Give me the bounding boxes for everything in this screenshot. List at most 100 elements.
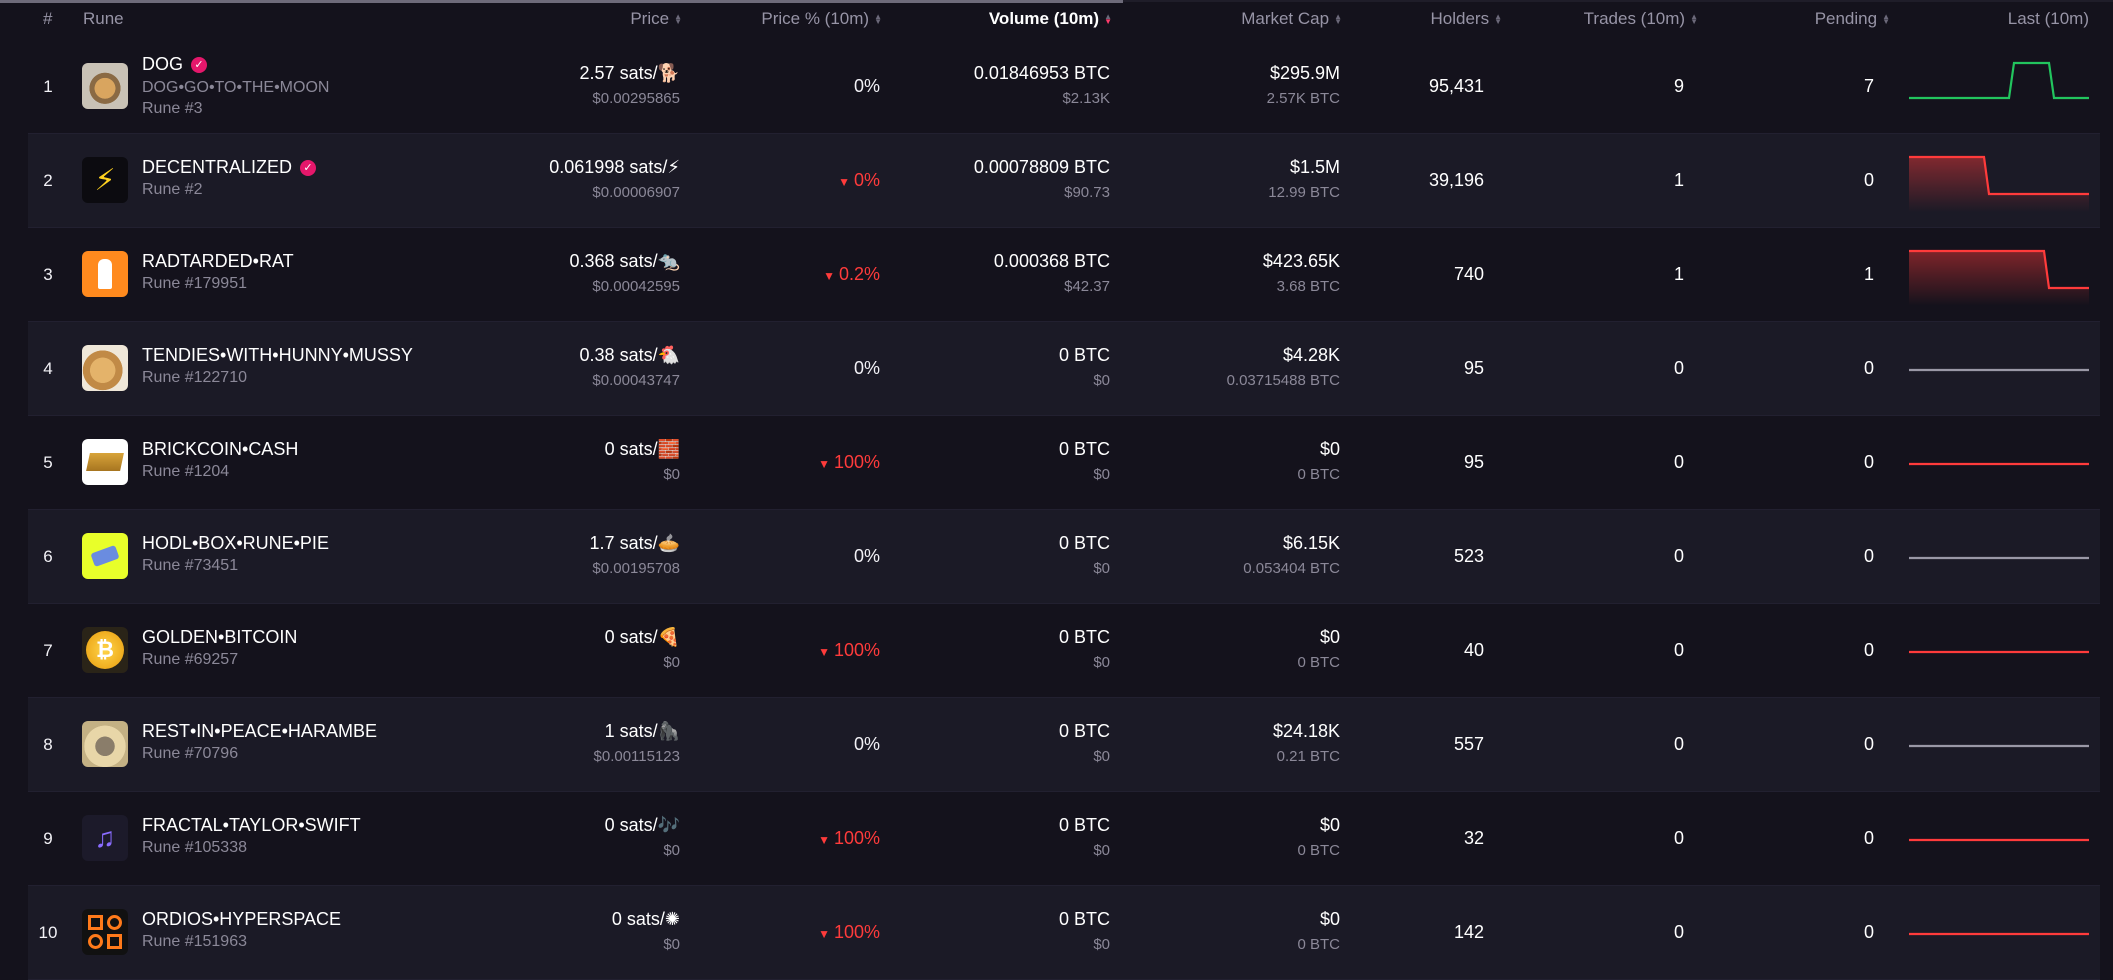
price-sats: 0 sats/🎶 (604, 815, 680, 835)
price-change: 0% (853, 76, 880, 96)
sparkline-chart (1909, 932, 2089, 936)
trades: 1 (1673, 264, 1684, 284)
rune-name[interactable]: DOG (142, 54, 184, 74)
col-trades[interactable]: Trades (10m) ▲ ▼ (1583, 9, 1698, 28)
col-pending[interactable]: Pending ▲ ▼ (1814, 9, 1890, 28)
scroll-track (1123, 0, 2113, 2)
market-cap-cell: $6.15K 0.053404 BTC (1138, 533, 1340, 577)
volume-btc: 0 BTC (1058, 439, 1110, 459)
pie-box-icon (82, 533, 128, 579)
pending: 0 (1863, 640, 1874, 660)
table-row[interactable]: 3 RADTARDED•RAT Rune #179951 0.368 sats/… (28, 228, 2100, 322)
rune-name[interactable]: DECENTRALIZED (142, 157, 293, 177)
trades: 0 (1673, 640, 1684, 660)
pending: 0 (1863, 546, 1874, 566)
table-row[interactable]: 5 BRICKCOIN•CASH Rune #1204 0 sats/🧱 $0 … (28, 416, 2100, 510)
market-cap-btc: 0 BTC (1297, 466, 1340, 483)
volume-cell: 0 BTC $0 (908, 345, 1110, 389)
price-change: ▼ 100% (818, 922, 880, 942)
rune-name[interactable]: TENDIES•WITH•HUNNY•MUSSY (142, 345, 413, 365)
verified-check-icon: ✓ (191, 56, 208, 73)
rune-name[interactable]: ORDIOS•HYPERSPACE (142, 909, 342, 929)
sparkline-chart (1909, 61, 2089, 100)
market-cap-usd: $24.18K (1272, 721, 1340, 741)
price-sats: 0 sats/🧱 (604, 439, 680, 459)
down-triangle-icon: ▼ (818, 457, 830, 471)
market-cap-btc: 12.99 BTC (1268, 184, 1340, 201)
col-holders[interactable]: Holders ▲ ▼ (1430, 9, 1502, 28)
volume-cell: 0 BTC $0 (908, 721, 1110, 765)
rank: 8 (43, 735, 53, 754)
pending: 1 (1863, 264, 1874, 284)
holders: 740 (1453, 264, 1484, 284)
price-cell: 0 sats/✺ $0 (448, 909, 680, 953)
col-rune[interactable]: Rune (83, 9, 124, 28)
rune-name[interactable]: GOLDEN•BITCOIN (142, 627, 298, 647)
col-price-pct[interactable]: Price % (10m) ▲ ▼ (761, 9, 882, 28)
market-cap-usd: $0 (1319, 815, 1340, 835)
market-cap-cell: $0 0 BTC (1138, 627, 1340, 671)
trades: 1 (1673, 170, 1684, 190)
price-sats: 0 sats/🍕 (604, 627, 680, 647)
table-row[interactable]: 4 TENDIES•WITH•HUNNY•MUSSY Rune #122710 … (28, 322, 2100, 416)
volume-usd: $0 (1093, 748, 1110, 765)
pending: 0 (1863, 922, 1874, 942)
table-row[interactable]: 7 ₿ GOLDEN•BITCOIN Rune #69257 0 sats/🍕 … (28, 604, 2100, 698)
scroll-progress-bar (0, 0, 1123, 3)
price-cell: 0 sats/🍕 $0 (448, 627, 680, 671)
price-change: ▼ 100% (818, 452, 880, 472)
rune-number: Rune #3 (142, 100, 203, 117)
price-change: 0% (853, 734, 880, 754)
rune-name[interactable]: FRACTAL•TAYLOR•SWIFT (142, 815, 361, 835)
rune-name[interactable]: REST•IN•PEACE•HARAMBE (142, 721, 377, 741)
market-cap-cell: $24.18K 0.21 BTC (1138, 721, 1340, 765)
col-volume[interactable]: Volume (10m) ▲ ▼ (988, 9, 1112, 28)
volume-btc: 0 BTC (1058, 345, 1110, 365)
volume-usd: $0 (1093, 936, 1110, 953)
rank: 10 (38, 923, 58, 942)
col-market-cap[interactable]: Market Cap ▲ ▼ (1241, 9, 1342, 28)
holders: 142 (1453, 922, 1484, 942)
table-row[interactable]: 6 HODL•BOX•RUNE•PIE Rune #73451 1.7 sats… (28, 510, 2100, 604)
trades: 9 (1673, 76, 1684, 96)
down-triangle-icon: ▼ (818, 927, 830, 941)
price-sats: 1 sats/🦍 (604, 721, 680, 741)
sort-icon: ▲ ▼ (874, 12, 882, 26)
rune-name-block: TENDIES•WITH•HUNNY•MUSSY Rune #122710 (142, 345, 413, 387)
sparkline-line (1909, 249, 2089, 290)
volume-cell: 0.01846953 BTC $2.13K (908, 63, 1110, 107)
volume-usd: $42.37 (1064, 278, 1110, 295)
table-header: # Rune Price ▲ ▼ Price % (10m) ▲ ▼ Volume … (28, 0, 2100, 40)
down-triangle-icon: ▼ (823, 269, 835, 283)
market-cap-usd: $0 (1319, 439, 1340, 459)
rune-name[interactable]: BRICKCOIN•CASH (142, 439, 299, 459)
market-cap-btc: 2.57K BTC (1266, 90, 1340, 107)
rune-name[interactable]: HODL•BOX•RUNE•PIE (142, 533, 329, 553)
down-triangle-icon: ▼ (818, 833, 830, 847)
col-rank: # (43, 9, 53, 28)
volume-cell: 0 BTC $0 (908, 815, 1110, 859)
pending: 0 (1863, 734, 1874, 754)
table-row[interactable]: 10 ORDIOS•HYPERSPACE Rune #151963 0 sats… (28, 886, 2100, 980)
holders: 95,431 (1428, 76, 1484, 96)
pending: 7 (1863, 76, 1874, 96)
volume-btc: 0.000368 BTC (993, 251, 1110, 271)
rune-number: Rune #69257 (142, 651, 239, 668)
price-usd: $0 (663, 936, 680, 953)
table-row[interactable]: 8 REST•IN•PEACE•HARAMBE Rune #70796 1 sa… (28, 698, 2100, 792)
table-row[interactable]: 2 ⚡ DECENTRALIZED ✓ Rune #2 0.061998 sat… (28, 134, 2100, 228)
volume-cell: 0 BTC $0 (908, 439, 1110, 483)
trades: 0 (1673, 922, 1684, 942)
rune-number: Rune #122710 (142, 369, 247, 386)
rune-name-block: BRICKCOIN•CASH Rune #1204 (142, 439, 298, 481)
pending: 0 (1863, 452, 1874, 472)
market-cap-cell: $295.9M 2.57K BTC (1138, 63, 1340, 107)
rune-name[interactable]: RADTARDED•RAT (142, 251, 294, 271)
table-row[interactable]: 9 ♫ FRACTAL•TAYLOR•SWIFT Rune #105338 0 … (28, 792, 2100, 886)
price-cell: 0 sats/🧱 $0 (448, 439, 680, 483)
col-price[interactable]: Price ▲ ▼ (630, 9, 682, 28)
verified-check-icon: ✓ (300, 159, 317, 176)
rank: 2 (43, 171, 53, 190)
table-row[interactable]: 1 DOG ✓ DOG•GO•TO•THE•MOON Rune #3 2.57 … (28, 40, 2100, 134)
rank: 5 (43, 453, 53, 472)
